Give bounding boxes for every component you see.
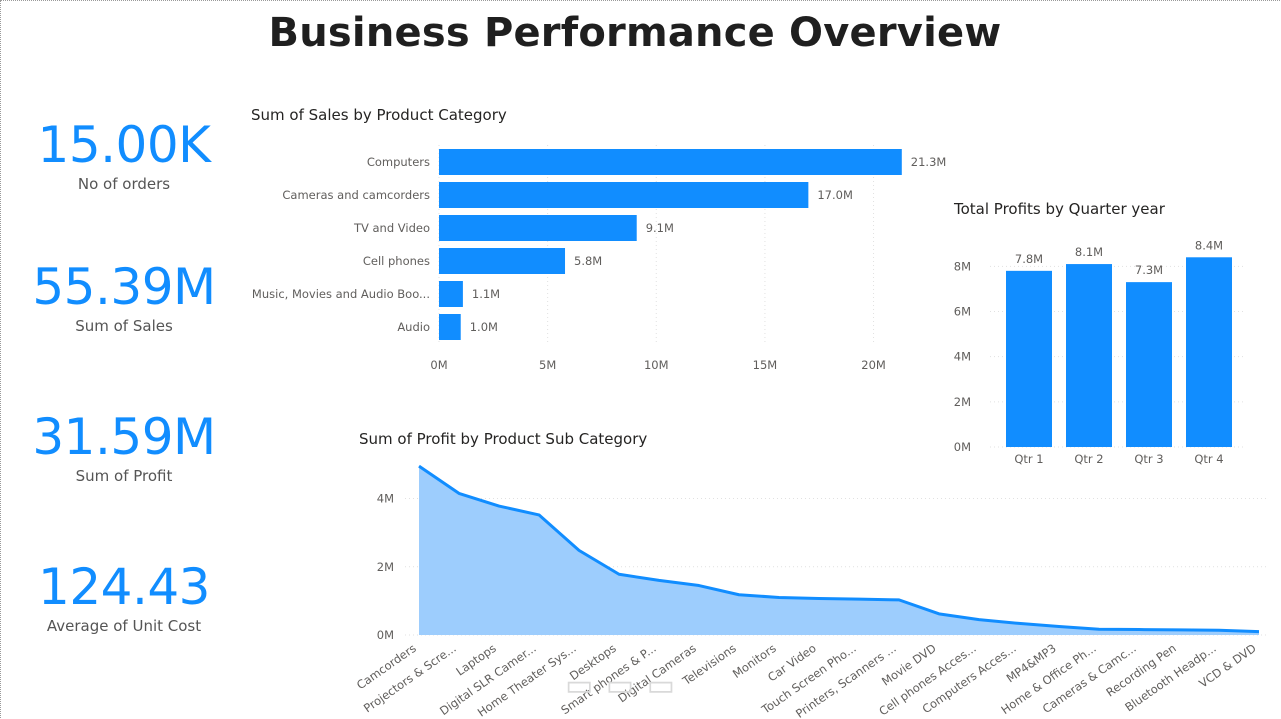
bar <box>439 248 566 274</box>
bar <box>439 314 461 340</box>
bar <box>1126 282 1172 447</box>
data-label: 7.8M <box>1015 252 1043 266</box>
kpi-label: Average of Unit Cost <box>46 617 202 635</box>
data-label: 1.1M <box>472 287 500 301</box>
bar <box>439 281 463 307</box>
data-label: 21.3M <box>911 155 947 169</box>
x-tick-label: 5M <box>539 358 556 372</box>
kpi-card-profit[interactable]: 31.59M Sum of Profit <box>8 409 240 485</box>
x-tick-label: 0M <box>430 358 447 372</box>
category-label: Qtr 3 <box>1134 452 1163 466</box>
y-tick-label: 2M <box>377 560 394 574</box>
category-label: Computers <box>367 155 430 169</box>
kpi-value: 124.43 <box>38 558 210 616</box>
category-label: Cameras and camcorders <box>282 188 430 202</box>
data-label: 9.1M <box>646 221 674 235</box>
y-tick-label: 0M <box>954 440 971 454</box>
y-tick-label: 4M <box>377 492 394 506</box>
kpi-card-orders[interactable]: 15.00K No of orders <box>8 117 240 193</box>
kpi-label: No of orders <box>77 175 171 193</box>
y-tick-label: 6M <box>954 304 971 318</box>
x-tick-label: 20M <box>861 358 886 372</box>
category-label: Cell phones <box>363 254 430 268</box>
y-tick-label: 0M <box>377 628 394 642</box>
kpi-label: Sum of Sales <box>75 317 173 335</box>
kpi-value: 55.39M <box>32 258 216 316</box>
data-label: 8.1M <box>1075 245 1103 259</box>
data-label: 8.4M <box>1195 238 1223 252</box>
category-label: Audio <box>397 320 430 334</box>
category-label: TV and Video <box>353 221 430 235</box>
x-tick-label: 10M <box>644 358 669 372</box>
bar <box>439 215 637 241</box>
category-label: Qtr 1 <box>1014 452 1043 466</box>
bar <box>439 182 809 208</box>
bar <box>1006 270 1052 447</box>
sales-by-category-title: Sum of Sales by Product Category <box>251 106 507 124</box>
y-tick-label: 2M <box>954 395 971 409</box>
kpi-label: Sum of Profit <box>75 467 173 485</box>
kpi-value: 15.00K <box>37 116 211 174</box>
profit-by-subcategory-title: Sum of Profit by Product Sub Category <box>359 430 648 448</box>
page-title: Business Performance Overview <box>268 10 1002 56</box>
area-fill <box>419 466 1259 635</box>
series-line <box>418 464 1260 634</box>
data-label: 1.0M <box>470 320 498 334</box>
x-tick-label: 15M <box>753 358 778 372</box>
watermark-logo: ▭ ▭ ▭ <box>565 668 676 703</box>
data-label: 7.3M <box>1135 263 1163 277</box>
data-label: 5.8M <box>574 254 602 268</box>
kpi-card-unit-cost[interactable]: 124.43 Average of Unit Cost <box>8 559 240 635</box>
kpi-value: 31.59M <box>32 408 216 466</box>
bar <box>1066 264 1112 447</box>
category-label: Qtr 4 <box>1194 452 1223 466</box>
bar <box>439 149 902 175</box>
data-label: 17.0M <box>817 188 853 202</box>
category-label: Music, Movies and Audio Boo... <box>252 287 430 301</box>
category-label: Qtr 2 <box>1074 452 1103 466</box>
bar <box>1186 257 1232 447</box>
y-tick-label: 8M <box>954 259 971 273</box>
kpi-card-sales[interactable]: 55.39M Sum of Sales <box>8 259 240 335</box>
profit-by-quarter-title: Total Profits by Quarter year <box>954 200 1165 218</box>
y-tick-label: 4M <box>954 350 971 364</box>
